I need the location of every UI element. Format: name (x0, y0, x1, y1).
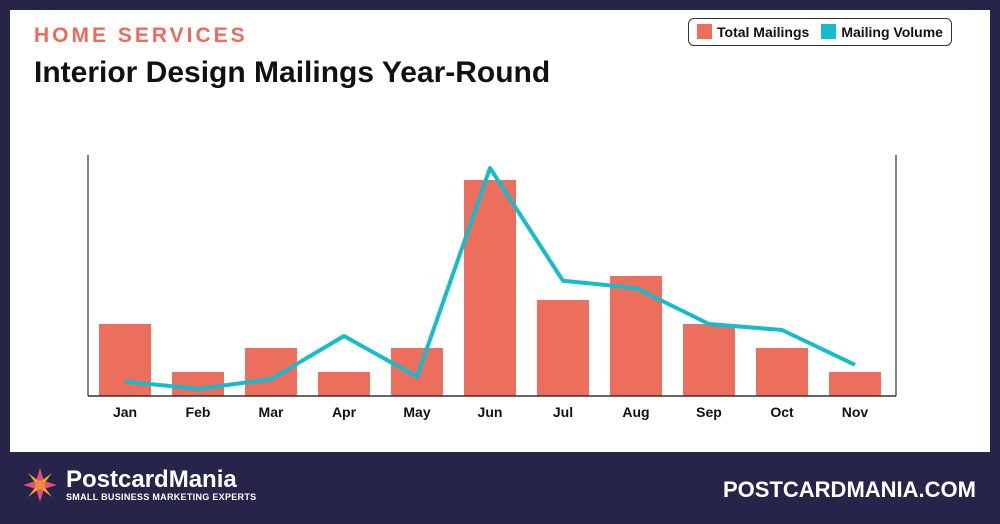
legend-swatch (697, 24, 712, 39)
legend-label: Total Mailings (717, 24, 810, 40)
x-tick-label: May (403, 404, 430, 420)
x-tick-label: Feb (186, 404, 211, 420)
bar-feb (172, 372, 224, 396)
bar-sep (683, 324, 735, 396)
sunburst-logo-icon (23, 468, 57, 502)
bar-jun (464, 180, 516, 396)
page-title: Interior Design Mailings Year-Round (34, 56, 551, 89)
bar-aug (610, 276, 662, 396)
x-tick-label: Jun (478, 404, 503, 420)
bar-jul (537, 300, 589, 396)
x-tick-label: Jan (113, 404, 137, 420)
bar-oct (756, 348, 808, 396)
brand-tagline: SMALL BUSINESS MARKETING EXPERTS (66, 492, 257, 502)
brand-name: PostcardMania (66, 466, 237, 493)
website-url: POSTCARDMANIA.COM (723, 477, 976, 502)
bar-nov (829, 372, 881, 396)
x-tick-label: Nov (842, 404, 869, 420)
legend-item-mailing-volume: Mailing Volume (821, 24, 943, 40)
x-tick-label: Aug (622, 404, 649, 420)
mailing-volume-line (124, 166, 856, 391)
x-tick-label: Mar (259, 404, 284, 420)
bar-apr (318, 372, 370, 396)
x-tick-label: Oct (770, 404, 794, 420)
x-tick-label: Sep (696, 404, 722, 420)
legend: Total Mailings Mailing Volume (688, 18, 952, 46)
legend-item-total-mailings: Total Mailings (697, 24, 809, 40)
x-tick-label: Jul (553, 404, 573, 420)
legend-swatch (821, 24, 837, 39)
x-tick-label: Apr (332, 404, 357, 420)
chart-plot: Jan Feb Mar Apr May Jun Jul Aug Sep Oct Nov (87, 155, 897, 420)
logo: PostcardMania SMALL BUSINESS MARKETING E… (22, 467, 256, 503)
bar-mar (245, 348, 297, 396)
category-label: HOME SERVICES (34, 24, 248, 47)
legend-label: Mailing Volume (841, 24, 943, 40)
